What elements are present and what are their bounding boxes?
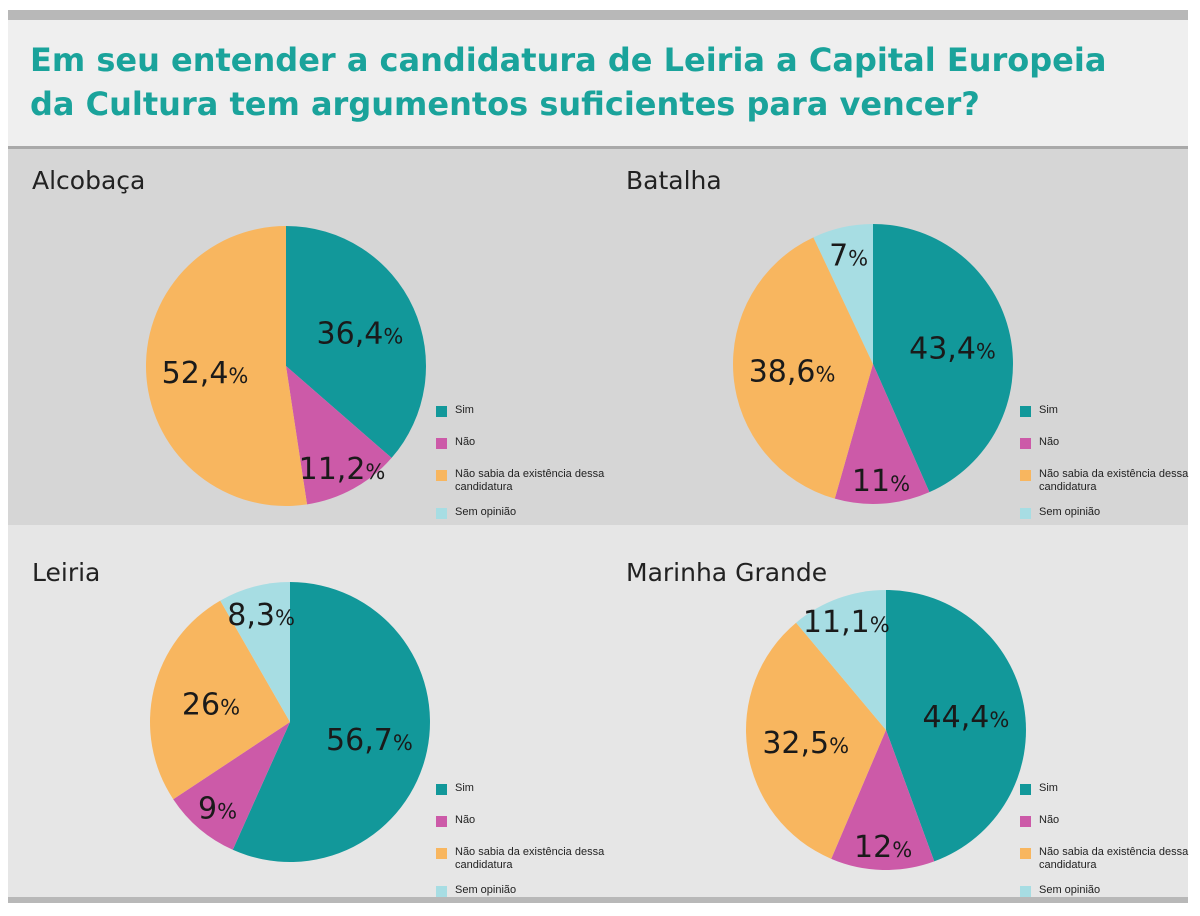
pie-slice-sim xyxy=(873,224,1013,493)
pie-slice-sim xyxy=(886,590,1026,862)
pie-slice-nao-sabia xyxy=(145,225,308,506)
data-label-nao-sabia: 26% xyxy=(182,687,240,722)
pie-slice-nao xyxy=(286,366,392,505)
data-label-sem-opiniao: 11,1% xyxy=(803,605,890,640)
legend-item-nao: Não xyxy=(436,436,606,468)
legend-swatch-nao xyxy=(436,816,447,827)
legend-label-sim: Sim xyxy=(1039,782,1058,794)
legend-label-nao-sabia: Não sabia da existência dessa candidatur… xyxy=(455,468,605,493)
legend-label-sem-opiniao: Sem opinião xyxy=(455,506,517,518)
pie-slice-sim xyxy=(286,225,427,458)
legend-swatch-sem-opiniao xyxy=(436,508,447,519)
legend-swatch-sem-opiniao xyxy=(436,886,447,897)
legend-label-sim: Sim xyxy=(1039,404,1058,416)
legend-alcobaca: Sim Não Não sabia da existência dessa ca… xyxy=(436,404,606,538)
legend-leiria: Sim Não Não sabia da existência dessa ca… xyxy=(436,782,606,916)
legend-swatch-nao-sabia xyxy=(1020,848,1031,859)
data-label-sem-opiniao: 7% xyxy=(829,239,868,274)
page-title: Em seu entender a candidatura de Leiria … xyxy=(30,38,1180,126)
legend-swatch-sem-opiniao xyxy=(1020,508,1031,519)
legend-label-nao-sabia: Não sabia da existência dessa candidatur… xyxy=(455,846,605,871)
legend-label-sem-opiniao: Sem opinião xyxy=(455,884,517,896)
pie-chart-leiria: 56,7% 9% 26% 8,3% xyxy=(149,582,430,862)
pie-slice-nao-sabia xyxy=(745,622,886,859)
data-label-nao: 9% xyxy=(198,791,237,826)
legend-item-sim: Sim xyxy=(436,782,606,814)
legend-item-nao-sabia: Não sabia da existência dessa candidatur… xyxy=(436,846,606,884)
legend-swatch-sim xyxy=(436,784,447,795)
legend-item-sem-opiniao: Sem opinião xyxy=(1020,506,1190,538)
chart-title-marinha-grande: Marinha Grande xyxy=(626,558,828,587)
title-line-2: da Cultura tem argumentos suficientes pa… xyxy=(30,85,980,123)
pie-slice-nao xyxy=(173,722,290,850)
legend-marinha-grande: Sim Não Não sabia da existência dessa ca… xyxy=(1020,782,1190,916)
header-divider xyxy=(8,146,1188,149)
pie-slice-sem-opiniao xyxy=(220,582,290,722)
chart-title-batalha: Batalha xyxy=(626,166,722,195)
data-label-sim: 36,4% xyxy=(317,316,404,351)
legend-swatch-sim xyxy=(1020,784,1031,795)
pie-slice-sem-opiniao xyxy=(796,590,886,730)
legend-batalha: Sim Não Não sabia da existência dessa ca… xyxy=(1020,404,1190,538)
legend-item-nao-sabia: Não sabia da existência dessa candidatur… xyxy=(1020,468,1190,506)
legend-label-sim: Sim xyxy=(455,782,474,794)
data-label-nao-sabia: 52,4% xyxy=(162,356,249,391)
pie-slice-sem-opiniao xyxy=(813,224,873,364)
legend-item-nao: Não xyxy=(1020,814,1190,846)
legend-item-sem-opiniao: Sem opinião xyxy=(436,884,606,916)
legend-swatch-nao xyxy=(436,438,447,449)
data-label-sim: 56,7% xyxy=(326,723,413,758)
legend-label-nao: Não xyxy=(455,436,476,448)
pie-slice-nao xyxy=(831,730,935,870)
legend-swatch-nao-sabia xyxy=(436,470,447,481)
data-label-nao: 12% xyxy=(854,830,912,865)
legend-swatch-nao-sabia xyxy=(436,848,447,859)
data-label-sim: 43,4% xyxy=(909,331,996,366)
header: Em seu entender a candidatura de Leiria … xyxy=(8,20,1188,146)
legend-label-sim: Sim xyxy=(455,404,474,416)
legend-item-sim: Sim xyxy=(436,404,606,436)
legend-item-sem-opiniao: Sem opinião xyxy=(1020,884,1190,916)
legend-item-sem-opiniao: Sem opinião xyxy=(436,506,606,538)
bottom-border xyxy=(8,897,1188,903)
legend-item-nao-sabia: Não sabia da existência dessa candidatur… xyxy=(1020,846,1190,884)
legend-item-nao-sabia: Não sabia da existência dessa candidatur… xyxy=(436,468,606,506)
pie-slice-nao-sabia xyxy=(733,237,873,499)
legend-swatch-nao xyxy=(1020,816,1031,827)
legend-swatch-sim xyxy=(436,406,447,417)
pie-slice-nao xyxy=(834,364,930,504)
data-label-nao-sabia: 32,5% xyxy=(762,726,849,761)
data-label-sim: 44,4% xyxy=(923,700,1010,735)
data-label-nao-sabia: 38,6% xyxy=(749,355,836,390)
legend-item-nao: Não xyxy=(436,814,606,846)
pie-chart-batalha: 43,4% 11% 38,6% 7% xyxy=(733,224,1013,504)
data-label-nao: 11,2% xyxy=(299,452,386,487)
legend-label-nao: Não xyxy=(455,814,476,826)
pie-slice-nao-sabia xyxy=(149,600,290,800)
data-label-sem-opiniao: 8,3% xyxy=(227,598,295,633)
legend-item-sim: Sim xyxy=(1020,782,1190,814)
chart-title-alcobaca: Alcobaça xyxy=(32,166,146,195)
pie-chart-alcobaca: 36,4% 11,2% 52,4% xyxy=(145,225,427,506)
legend-item-nao: Não xyxy=(1020,436,1190,468)
legend-swatch-sim xyxy=(1020,406,1031,417)
legend-label-nao: Não xyxy=(1039,436,1060,448)
legend-label-sem-opiniao: Sem opinião xyxy=(1039,506,1101,518)
legend-swatch-nao xyxy=(1020,438,1031,449)
data-label-nao: 11% xyxy=(852,464,910,499)
title-line-1: Em seu entender a candidatura de Leiria … xyxy=(30,41,1107,79)
legend-swatch-sem-opiniao xyxy=(1020,886,1031,897)
top-border xyxy=(8,10,1188,20)
legend-label-nao-sabia: Não sabia da existência dessa candidatur… xyxy=(1039,468,1189,493)
chart-title-leiria: Leiria xyxy=(32,558,101,587)
legend-swatch-nao-sabia xyxy=(1020,470,1031,481)
legend-label-sem-opiniao: Sem opinião xyxy=(1039,884,1101,896)
pie-slice-sim xyxy=(232,582,430,862)
legend-item-sim: Sim xyxy=(1020,404,1190,436)
pie-chart-marinha-grande: 44,4% 12% 32,5% 11,1% xyxy=(745,590,1026,870)
legend-label-nao-sabia: Não sabia da existência dessa candidatur… xyxy=(1039,846,1189,871)
legend-label-nao: Não xyxy=(1039,814,1060,826)
